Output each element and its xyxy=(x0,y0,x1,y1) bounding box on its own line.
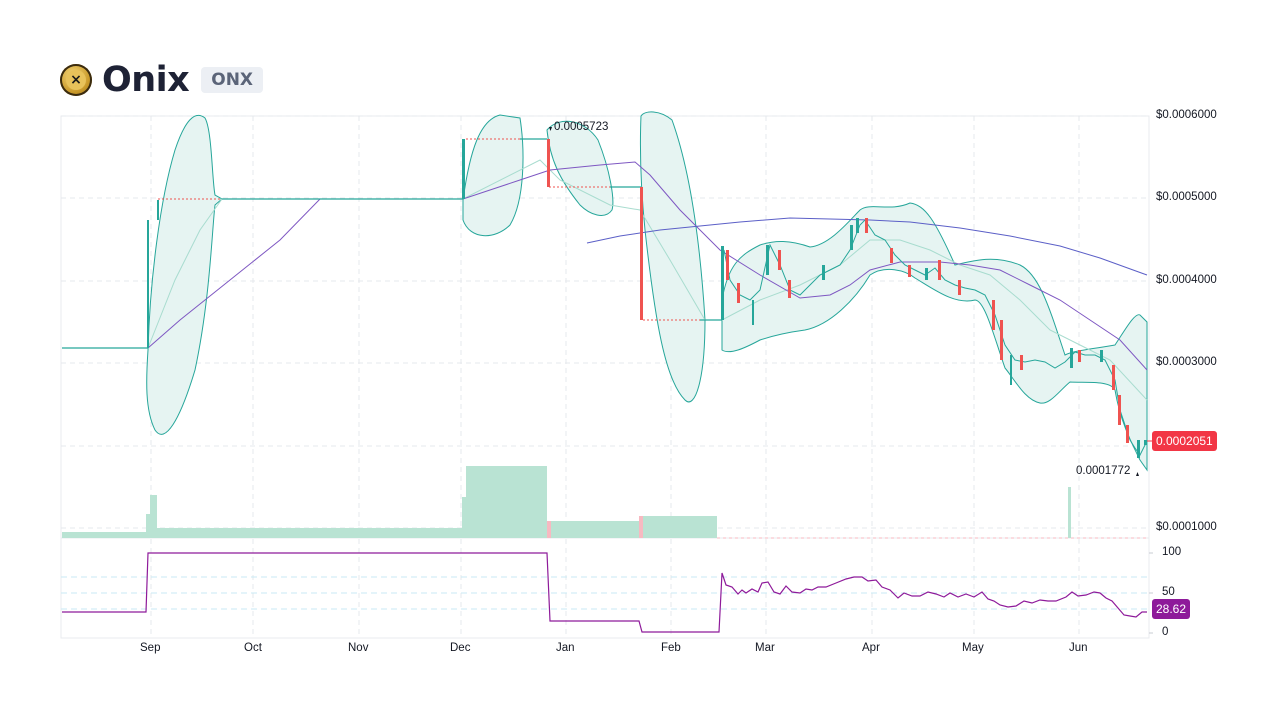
time-tick-oct: Oct xyxy=(244,642,262,654)
last-rsi-tag: 28.62 xyxy=(1152,599,1191,619)
price-flat-segments xyxy=(62,138,722,349)
axis-ticks xyxy=(1149,552,1153,634)
ma-long-line xyxy=(586,217,1148,276)
coin-header: × Onix ONX xyxy=(60,58,264,102)
time-tick-dec: Dec xyxy=(450,642,471,654)
rsi-tick-0: 0 xyxy=(1162,626,1169,638)
rsi-line xyxy=(62,552,1147,633)
time-tick-jun: Jun xyxy=(1069,642,1088,654)
time-tick-sep: Sep xyxy=(140,642,161,654)
time-tick-jan: Jan xyxy=(556,642,575,654)
rsi-tick-50: 50 xyxy=(1162,586,1175,598)
price-gap-lines xyxy=(158,138,700,321)
time-tick-may: May xyxy=(962,642,984,654)
candles-up xyxy=(752,218,1147,458)
time-tick-feb: Feb xyxy=(661,642,681,654)
time-tick-apr: Apr xyxy=(862,642,880,654)
candles-early xyxy=(147,139,724,348)
price-tick-1: $0.0005000 xyxy=(1156,191,1217,203)
rsi-tick-100: 100 xyxy=(1162,546,1182,558)
high-price-label: 0.0005723 xyxy=(554,121,609,133)
candles-down xyxy=(726,218,1129,443)
high-marker-icon xyxy=(549,127,552,131)
price-tick-2: $0.0004000 xyxy=(1156,274,1217,286)
volume-bars xyxy=(62,466,1149,539)
low-price-label: 0.0001772 xyxy=(1076,465,1131,477)
price-tick-0: $0.0006000 xyxy=(1156,109,1217,121)
price-tick-3: $0.0003000 xyxy=(1156,356,1217,368)
price-close-line xyxy=(723,219,1148,456)
time-tick-mar: Mar xyxy=(755,642,775,654)
bollinger-bands xyxy=(146,111,1148,472)
coin-symbol-badge: ONX xyxy=(201,67,264,93)
time-tick-nov: Nov xyxy=(348,642,369,654)
rsi-level-lines xyxy=(61,576,1149,610)
low-marker-icon xyxy=(1136,472,1139,476)
last-price-tag: 0.0002051 xyxy=(1152,431,1217,451)
coin-x-icon: × xyxy=(60,64,92,96)
time-gridlines xyxy=(150,116,1080,638)
coin-name: Onix xyxy=(102,60,190,100)
price-tick-5: $0.0001000 xyxy=(1156,521,1217,533)
